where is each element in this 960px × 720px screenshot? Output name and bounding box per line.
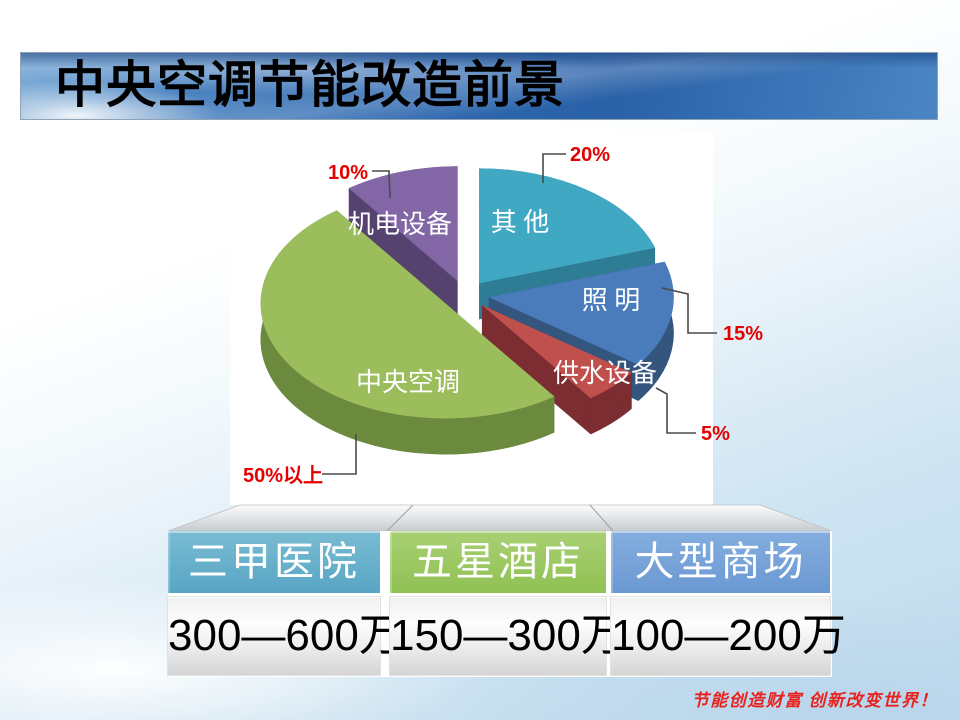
table-column-hospital: 三甲医院 300—600万 <box>168 531 403 677</box>
pie-slice-4 <box>348 166 458 282</box>
pie-slices <box>260 166 674 455</box>
table-value-cell: 150—300万 <box>390 597 625 675</box>
pie-slice-label: 机电设备 <box>348 210 452 239</box>
callout-leader-line <box>655 387 696 434</box>
table-3d-topface <box>168 504 832 532</box>
callout-leader-line <box>372 170 391 199</box>
pie-slice-1 <box>488 261 674 365</box>
title-banner: 中央空调节能改造前景 <box>20 52 938 120</box>
topface-polygon <box>168 504 832 532</box>
table-header-cell: 三甲医院 <box>168 531 380 593</box>
callout-leader-line <box>542 153 566 183</box>
pie-slice-0 <box>479 168 656 284</box>
callout-percent-label: 15% <box>723 323 763 345</box>
pie-slice-3 <box>260 210 555 419</box>
pie-slice-label: 供水设备 <box>553 359 657 388</box>
pie-slice-label: 照 明 <box>582 286 641 315</box>
pie-slice-label: 其 他 <box>491 208 550 237</box>
table-column-mall: 大型商场 100—200万 <box>611 531 846 677</box>
pie-slice-label: 中央空调 <box>356 368 460 397</box>
callout-percent-label: 20% <box>570 144 610 166</box>
table-value-cell: 300—600万 <box>168 597 403 675</box>
pie-slice-wall <box>348 188 458 318</box>
column-divider-line <box>589 504 614 532</box>
pie-slice-2 <box>481 305 632 399</box>
table-value-cell: 100—200万 <box>611 597 846 675</box>
callout-leader-line <box>322 434 357 475</box>
slogan-text: 节能创造财富 创新改变世界！ <box>691 691 938 710</box>
pie-slice-skirt <box>260 210 555 455</box>
pie-slice-wall <box>481 305 591 435</box>
table-header-cell: 五星酒店 <box>390 531 606 593</box>
callout-percent-label: 5% <box>701 423 730 445</box>
stats-table: 三甲医院 300—600万 五星酒店 150—300万 大型商场 100—200… <box>168 504 846 679</box>
table-column-hotel: 五星酒店 150—300万 <box>390 531 625 677</box>
page-title: 中央空调节能改造前景 <box>55 57 565 113</box>
pie-percentage-callouts: 20% 15% 5% 50%以上 10% <box>243 144 763 487</box>
callout-leader-line <box>661 287 717 334</box>
callout-percent-label: 50%以上 <box>243 464 323 487</box>
callout-percent-label: 10% <box>328 162 368 184</box>
table-header-cell: 大型商场 <box>611 531 830 593</box>
column-divider-line <box>386 504 414 532</box>
